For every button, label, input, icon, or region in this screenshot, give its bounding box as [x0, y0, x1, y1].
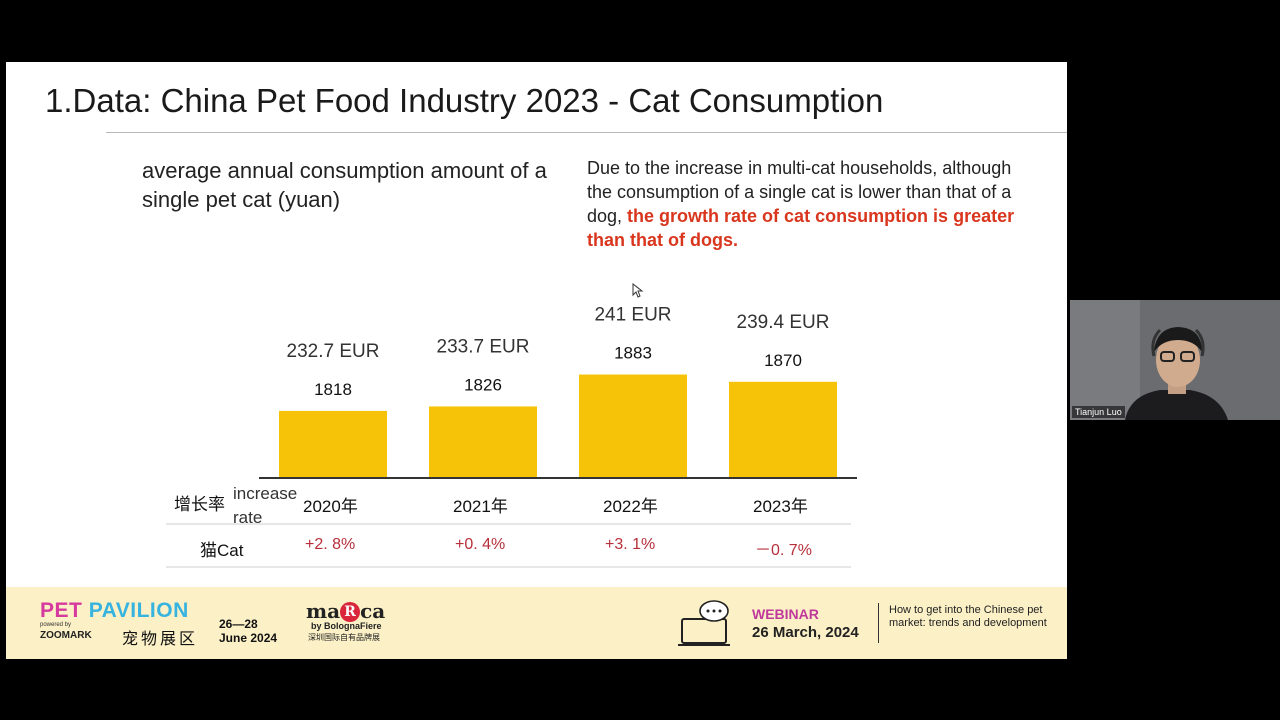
- bar-value-label-0: 1818: [314, 380, 352, 399]
- year-label-1: 2021年: [453, 497, 508, 516]
- marca-left: ma: [306, 599, 341, 623]
- marca-r-badge: R: [340, 602, 361, 622]
- bar-eur-label-2: 241 EUR: [594, 305, 671, 326]
- growth-rate-3: －0. 7%: [755, 542, 812, 559]
- bar-value-label-2: 1883: [614, 344, 652, 363]
- chart-subtitle: average annual consumption amount of a s…: [142, 158, 547, 212]
- footer-divider: [878, 603, 879, 643]
- row-label-cat: 猫Cat: [200, 541, 244, 560]
- row-label-cn: 增长率: [174, 495, 225, 514]
- bar-2: [579, 374, 687, 477]
- title-divider: [106, 132, 1067, 133]
- marca-by-label: by BolognaFiere: [311, 621, 382, 631]
- event-dates-month: June 2024: [219, 631, 278, 645]
- logo-pet-text: PET: [40, 599, 83, 622]
- participant-video-tile[interactable]: Tianjun Luo: [1070, 300, 1280, 420]
- bar-eur-label-1: 233.7 EUR: [437, 336, 530, 357]
- event-dates-days: 26—28: [219, 617, 258, 631]
- year-label-0: 2020年: [303, 497, 358, 516]
- slide-footer-banner: PET PAVILION powered by ZOOMARK 宠物展区 26—…: [6, 587, 1067, 659]
- slide-title: 1.Data: China Pet Food Industry 2023 - C…: [45, 82, 884, 119]
- pet-pavilion-cn-name: 宠物展区: [122, 631, 199, 648]
- mouse-cursor-icon: [632, 283, 644, 298]
- webinar-laptop-icon: [678, 600, 730, 646]
- year-label-2: 2022年: [603, 497, 658, 516]
- bar-chart: 1818 232.7 EUR 1826 233.7 EUR 1883 241 EUR 187…: [166, 305, 857, 568]
- bar-value-label-3: 1870: [764, 351, 802, 370]
- marca-right: ca: [360, 599, 386, 623]
- marca-cn-label: 深圳国际自有品牌展: [308, 633, 380, 642]
- presentation-slide: 1.Data: China Pet Food Industry 2023 - C…: [6, 62, 1067, 659]
- growth-rate-1: +0. 4%: [455, 536, 506, 553]
- webinar-date: 26 March, 2024: [752, 624, 859, 641]
- event-dates: 26—28 June 2024: [219, 617, 277, 645]
- powered-by-label: powered by: [40, 622, 72, 628]
- bar-value-label-1: 1826: [464, 375, 502, 394]
- insight-note: Due to the increase in multi-cat househo…: [587, 156, 1037, 252]
- webinar-label: WEBINAR: [752, 606, 819, 622]
- year-label-3: 2023年: [753, 497, 808, 516]
- participant-video-feed: [1070, 300, 1280, 420]
- bar-eur-label-3: 239.4 EUR: [737, 312, 830, 333]
- bar-0: [279, 410, 387, 477]
- bar-3: [729, 381, 837, 477]
- insight-note-highlight: the growth rate of cat consumption is gr…: [587, 206, 1015, 250]
- webinar-topic: How to get into the Chinese pet market: …: [889, 604, 1047, 629]
- bar-1: [429, 406, 537, 477]
- growth-rate-2: +3. 1%: [605, 536, 656, 553]
- pet-pavilion-logo: PET PAVILION: [40, 599, 189, 623]
- logo-pavilion-text: PAVILION: [88, 599, 189, 622]
- growth-rate-0: +2. 8%: [305, 536, 356, 553]
- bar-eur-label-0: 232.7 EUR: [287, 341, 380, 362]
- row-label-en: increase rate: [233, 484, 298, 527]
- insight-note-text: Due to the increase in multi-cat househo…: [587, 158, 1012, 226]
- participant-name: Tianjun Luo: [1072, 406, 1125, 418]
- zoomark-logo: ZOOMARK: [40, 630, 92, 641]
